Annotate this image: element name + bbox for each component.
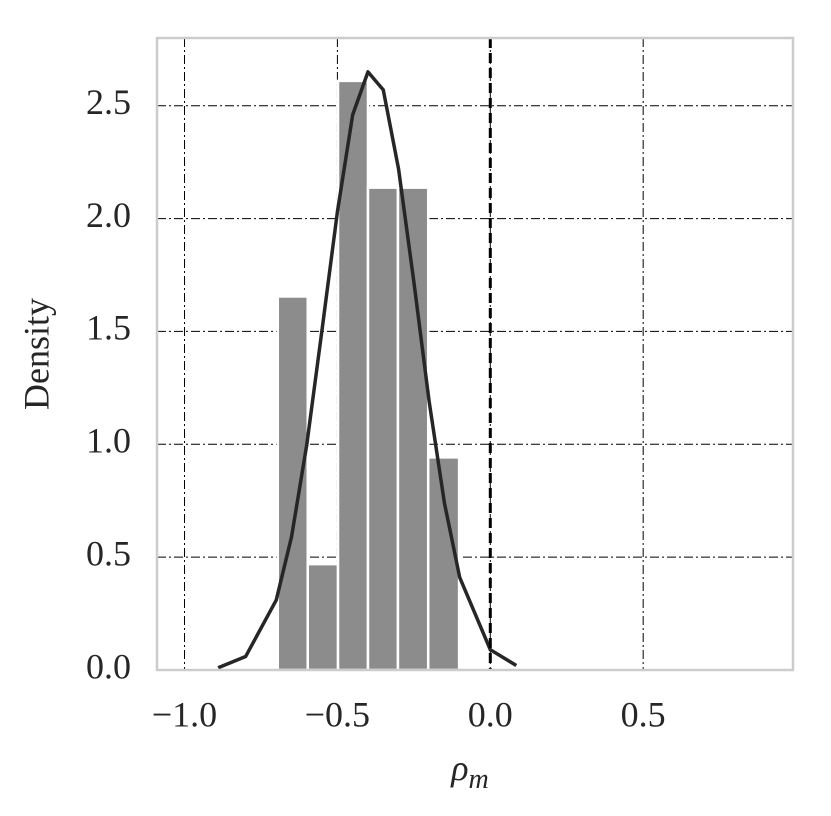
bar [336,79,370,672]
x-axis-label: ρm [450,748,489,795]
x-axis-subscript: m [469,764,489,795]
x-tick-label: −1.0 [152,694,217,734]
plot-frame [155,36,795,672]
bar [276,295,309,672]
x-tick-label: 0.0 [468,694,513,734]
bar [366,186,400,672]
y-tick-label: 0.0 [86,646,131,686]
y-tick-label: 1.0 [86,421,131,461]
y-tick-label: 1.5 [86,308,131,348]
y-tick-label: 2.0 [86,195,131,235]
density-curve [217,70,518,670]
y-tick-label: 2.5 [86,82,131,122]
x-tick-label: 0.5 [621,694,666,734]
y-tick-label: 0.5 [86,533,131,573]
bar [306,562,340,672]
x-tick-label: −0.5 [305,694,370,734]
x-axis-symbol: ρ [450,748,468,788]
y-axis-label: Density [16,298,56,410]
bar [396,186,430,672]
